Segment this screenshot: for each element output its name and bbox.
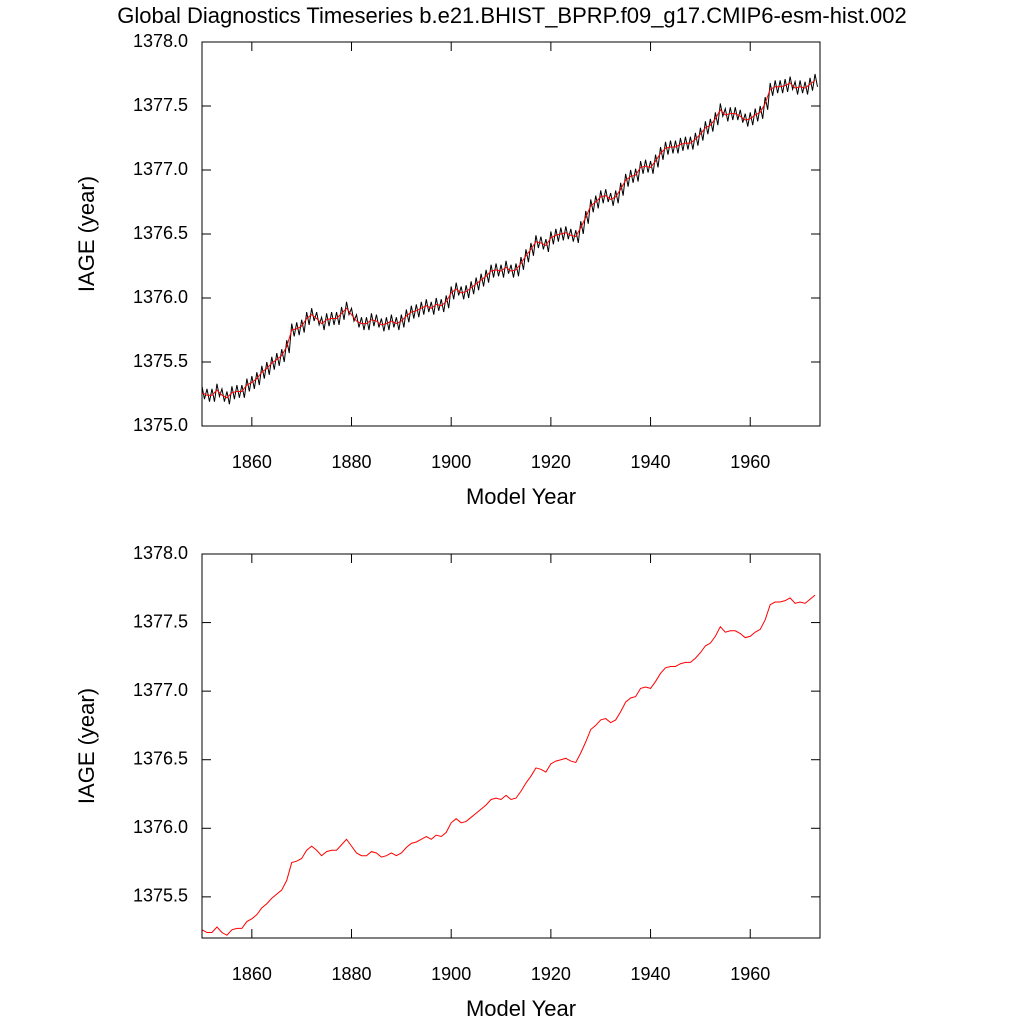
plot-frame: [201, 41, 821, 427]
y-tick-label: 1375.5: [133, 886, 188, 906]
y-axis-title: IAGE (year): [74, 688, 99, 804]
x-tick-label: 1880: [331, 964, 371, 984]
y-tick-label: 1376.0: [133, 817, 188, 837]
data-line: [202, 73, 819, 405]
y-tick-label: 1377.5: [133, 611, 188, 631]
y-tick-label: 1376.5: [133, 748, 188, 768]
x-tick-label: 1960: [730, 452, 770, 472]
y-tick-label: 1376.5: [133, 223, 188, 243]
x-tick-label: 1900: [431, 964, 471, 984]
x-tick-label: 1920: [531, 452, 571, 472]
x-tick-label: 1900: [431, 452, 471, 472]
x-tick-label: 1860: [232, 964, 272, 984]
y-tick-label: 1375.0: [133, 415, 188, 435]
data-line: [202, 594, 816, 936]
y-tick-label: 1377.0: [133, 680, 188, 700]
x-axis-title: Model Year: [466, 484, 576, 509]
x-tick-label: 1960: [730, 964, 770, 984]
chart-title: Global Diagnostics Timeseries b.e21.BHIS…: [117, 3, 907, 28]
x-tick-label: 1940: [631, 452, 671, 472]
x-tick-label: 1940: [631, 964, 671, 984]
y-tick-label: 1378.0: [133, 31, 188, 51]
y-axis-title: IAGE (year): [74, 176, 99, 292]
y-tick-label: 1377.5: [133, 95, 188, 115]
x-tick-label: 1860: [232, 452, 272, 472]
x-axis-title: Model Year: [466, 996, 576, 1021]
y-tick-label: 1378.0: [133, 543, 188, 563]
plot-frame: [201, 553, 821, 939]
x-tick-label: 1920: [531, 964, 571, 984]
y-tick-label: 1376.0: [133, 287, 188, 307]
y-tick-label: 1377.0: [133, 159, 188, 179]
data-line: [202, 80, 816, 399]
x-tick-label: 1880: [331, 452, 371, 472]
y-tick-label: 1375.5: [133, 351, 188, 371]
